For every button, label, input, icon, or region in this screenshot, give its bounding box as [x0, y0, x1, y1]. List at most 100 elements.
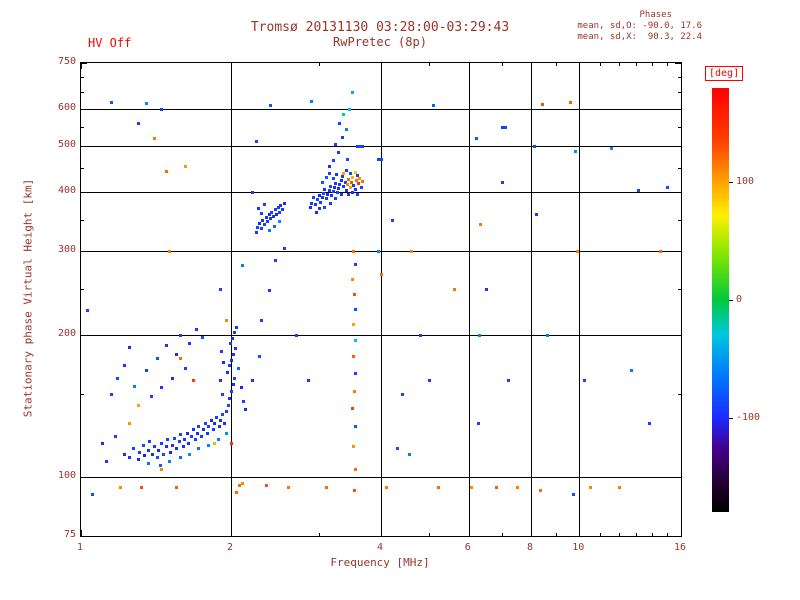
x-tick-top: [81, 63, 82, 69]
x-tick-top: [231, 63, 232, 69]
plot-area: [80, 62, 682, 537]
y-tick-right: [675, 477, 681, 478]
data-point: [666, 186, 670, 190]
y-tick-right: [678, 77, 681, 78]
data-point: [143, 454, 147, 458]
y-tick-right: [675, 335, 681, 336]
data-point: [123, 364, 127, 368]
data-point: [215, 415, 219, 419]
data-point: [187, 441, 191, 445]
data-point: [133, 384, 137, 388]
data-point: [314, 210, 318, 214]
data-point: [540, 102, 544, 106]
data-point: [223, 422, 227, 425]
data-point: [504, 125, 508, 129]
data-point: [269, 103, 273, 107]
data-point: [224, 409, 228, 413]
data-point: [658, 250, 662, 254]
data-point: [211, 428, 215, 432]
data-point: [358, 145, 362, 149]
x-tick-bottom: [381, 530, 382, 536]
x-tick-bottom: [636, 533, 637, 536]
data-point: [352, 355, 356, 359]
data-point: [308, 206, 312, 210]
phases-mean-sd-o: mean, sd,O: -90.0, 17.6: [577, 21, 702, 31]
data-point: [270, 210, 274, 214]
data-point: [218, 418, 222, 422]
x-gridline: [381, 63, 382, 536]
data-point: [354, 179, 358, 183]
y-tick-left: [81, 127, 84, 128]
data-point: [351, 406, 355, 410]
data-point: [158, 463, 162, 467]
y-tick-left: [81, 146, 87, 147]
y-tick-right: [675, 536, 681, 537]
data-point: [161, 452, 165, 456]
data-point: [436, 486, 440, 490]
data-point: [286, 486, 290, 490]
data-point: [360, 145, 364, 149]
data-point: [267, 212, 271, 216]
data-point: [164, 170, 168, 174]
y-tick-left: [81, 251, 87, 252]
data-point: [351, 176, 355, 180]
data-point: [535, 212, 539, 216]
data-point: [478, 223, 482, 227]
phases-summary: Phases mean, sd,O: -90.0, 17.6 mean, sd,…: [520, 10, 702, 43]
data-point: [189, 435, 193, 439]
data-point: [636, 188, 640, 192]
data-point: [174, 486, 178, 490]
data-point: [324, 197, 328, 201]
y-tick-right: [678, 289, 681, 290]
data-point: [501, 181, 505, 185]
data-point: [167, 250, 171, 254]
data-point: [323, 188, 327, 192]
data-point: [178, 433, 182, 437]
data-point: [410, 250, 414, 254]
data-point: [334, 143, 338, 147]
data-point: [250, 379, 254, 383]
data-point: [264, 484, 268, 488]
data-point: [138, 450, 142, 454]
data-point: [310, 201, 314, 205]
data-point: [610, 147, 614, 151]
y-tick-label: 750: [57, 56, 76, 67]
data-point: [347, 193, 351, 197]
x-tick-bottom: [319, 533, 320, 536]
data-point: [185, 431, 189, 435]
x-tick-top: [681, 63, 682, 69]
data-point: [274, 212, 278, 216]
data-point: [357, 182, 361, 186]
data-point: [239, 385, 243, 389]
data-point: [311, 196, 315, 200]
data-point: [342, 185, 346, 189]
data-point: [351, 191, 355, 195]
data-point: [115, 376, 119, 380]
data-point: [317, 194, 321, 198]
data-point: [328, 164, 332, 168]
data-point: [352, 184, 356, 188]
y-gridline: [81, 335, 681, 336]
data-point: [342, 171, 346, 175]
x-tick-top: [556, 63, 557, 66]
x-axis-label: Frequency [MHz]: [330, 556, 430, 569]
data-point: [131, 447, 135, 451]
data-point: [316, 198, 320, 202]
data-point: [273, 258, 277, 262]
colorbar-tick-label: 100: [736, 176, 755, 188]
data-point: [264, 215, 268, 219]
data-point: [352, 445, 356, 449]
data-point: [232, 352, 236, 356]
y-tick-left: [81, 192, 87, 193]
y-tick-label: 300: [57, 244, 76, 256]
data-point: [337, 187, 341, 191]
x-tick-bottom: [429, 533, 430, 536]
data-point: [355, 193, 359, 197]
data-point: [119, 486, 123, 490]
data-point: [255, 140, 259, 144]
data-point: [339, 179, 343, 183]
data-point: [197, 447, 201, 451]
x-tick-label: 4: [376, 542, 384, 553]
colorbar-tick: [729, 418, 733, 419]
data-point: [294, 333, 298, 337]
